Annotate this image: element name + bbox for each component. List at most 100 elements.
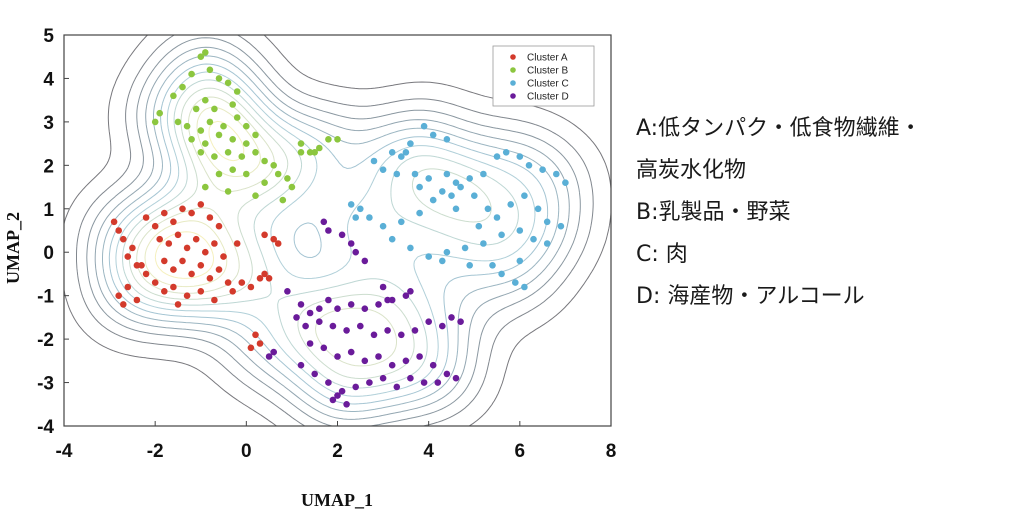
point-cluster-a-45: [256, 275, 264, 282]
point-cluster-b-43: [306, 149, 314, 156]
point-cluster-c-19: [553, 170, 560, 178]
point-cluster-b-2: [206, 66, 214, 74]
note-line-b: B:乳製品・野菜: [636, 200, 791, 225]
point-cluster-c-15: [502, 149, 510, 156]
point-cluster-c-29: [448, 192, 455, 199]
point-cluster-c-4: [398, 153, 405, 160]
density-contour-11: [144, 106, 261, 288]
legend-label: Cluster D: [527, 92, 569, 103]
point-cluster-d-3: [347, 240, 355, 247]
point-cluster-b-26: [243, 140, 250, 147]
point-cluster-d-20: [316, 318, 323, 326]
point-cluster-b-35: [215, 170, 223, 178]
point-cluster-a-11: [188, 209, 195, 217]
point-cluster-d-22: [343, 327, 350, 334]
point-cluster-c-21: [347, 201, 355, 208]
point-cluster-c-48: [543, 240, 551, 247]
point-cluster-c-25: [398, 218, 405, 226]
y-tick-label: 1: [43, 200, 54, 221]
point-cluster-a-18: [183, 244, 191, 252]
note-line-a: A:低タンパク・低食物繊維・: [636, 116, 922, 141]
point-cluster-c-41: [425, 253, 433, 260]
point-cluster-b-7: [233, 88, 241, 95]
point-cluster-d-15: [388, 296, 396, 304]
point-cluster-b-46: [202, 183, 209, 191]
point-cluster-d-5: [361, 257, 369, 265]
point-cluster-d-12: [347, 301, 355, 308]
point-cluster-d-39: [402, 357, 410, 365]
point-cluster-c-10: [443, 170, 451, 178]
point-cluster-c-23: [366, 214, 373, 221]
point-cluster-a-20: [202, 248, 209, 256]
point-cluster-c-12: [466, 175, 474, 182]
point-cluster-d-57: [334, 392, 341, 399]
point-cluster-c-51: [516, 257, 524, 265]
umap-scatter-chart: -4 -2 0 2 4 6 8 -4 -3 -2 -1 0 1 2 3 4 5 UMAP_1 UMAP_2 C…: [3, 26, 616, 510]
point-cluster-b-40: [284, 175, 291, 182]
legend: Cluster A Cluster B Cluster C Cluster D: [492, 45, 595, 107]
point-cluster-a-47: [265, 275, 273, 282]
point-cluster-b-12: [229, 101, 236, 108]
y-tick-label: 4: [43, 69, 54, 90]
point-cluster-d-31: [457, 318, 464, 326]
point-cluster-c-58: [521, 283, 528, 291]
point-cluster-a-30: [224, 279, 232, 286]
point-cluster-a-7: [151, 222, 159, 230]
point-cluster-a-10: [179, 205, 186, 213]
point-cluster-a-13: [206, 214, 214, 221]
point-cluster-c-34: [507, 201, 514, 208]
point-cluster-a-24: [170, 266, 177, 273]
point-cluster-d-40: [416, 353, 423, 360]
point-cluster-a-53: [256, 340, 264, 347]
point-cluster-d-28: [425, 318, 433, 326]
point-cluster-b-32: [252, 149, 259, 156]
density-contours: [63, 34, 612, 427]
point-cluster-a-43: [238, 279, 246, 286]
point-cluster-d-4: [352, 248, 360, 256]
point-cluster-d-52: [407, 374, 414, 382]
x-tick-label: -2: [147, 441, 164, 462]
point-cluster-b-20: [233, 114, 241, 121]
point-cluster-c-6: [379, 166, 387, 173]
point-cluster-a-12: [197, 201, 205, 208]
point-cluster-c-38: [557, 222, 565, 230]
point-cluster-d-9: [316, 305, 323, 313]
point-cluster-b-18: [206, 118, 214, 126]
point-cluster-b-4: [215, 75, 223, 82]
x-tick-label: -4: [56, 441, 73, 462]
point-cluster-d-43: [452, 374, 460, 382]
point-cluster-a-8: [161, 209, 168, 217]
point-cluster-d-37: [375, 353, 382, 360]
point-cluster-d-10: [325, 296, 332, 304]
point-cluster-c-40: [407, 244, 414, 252]
point-cluster-a-33: [161, 288, 168, 295]
x-tick-label: 6: [515, 441, 526, 462]
point-cluster-b-33: [261, 157, 268, 165]
point-cluster-a-51: [252, 331, 259, 339]
point-cluster-c-56: [498, 270, 505, 278]
point-cluster-a-56: [233, 240, 241, 247]
y-tick-label: -3: [37, 374, 54, 395]
note-line-c: C: 肉: [636, 242, 688, 267]
point-cluster-a-2: [120, 235, 127, 243]
point-cluster-a-1: [115, 227, 122, 234]
density-contour-1: [63, 34, 612, 427]
point-cluster-c-11: [452, 179, 460, 186]
cluster-description-list: A:低タンパク・低食物繊維・ 高炭水化物 B:乳製品・野菜 C: 肉 D: 海産…: [636, 108, 922, 318]
point-cluster-d-34: [334, 353, 341, 360]
point-cluster-b-3: [188, 70, 195, 78]
point-cluster-d-24: [370, 331, 378, 339]
y-axis-label: UMAP_2: [3, 212, 23, 284]
point-cluster-b-14: [151, 118, 159, 126]
point-cluster-c-20: [562, 179, 569, 186]
point-cluster-c-1: [429, 131, 437, 139]
point-cluster-c-24: [379, 222, 387, 230]
legend-label: Cluster C: [527, 79, 569, 90]
point-cluster-d-49: [366, 379, 373, 386]
point-cluster-b-10: [192, 105, 200, 113]
point-cluster-d-16: [402, 292, 410, 300]
point-cluster-b-27: [252, 131, 259, 139]
density-contour-3: [86, 37, 581, 427]
density-contour-8: [122, 79, 519, 389]
point-cluster-d-45: [311, 370, 319, 378]
